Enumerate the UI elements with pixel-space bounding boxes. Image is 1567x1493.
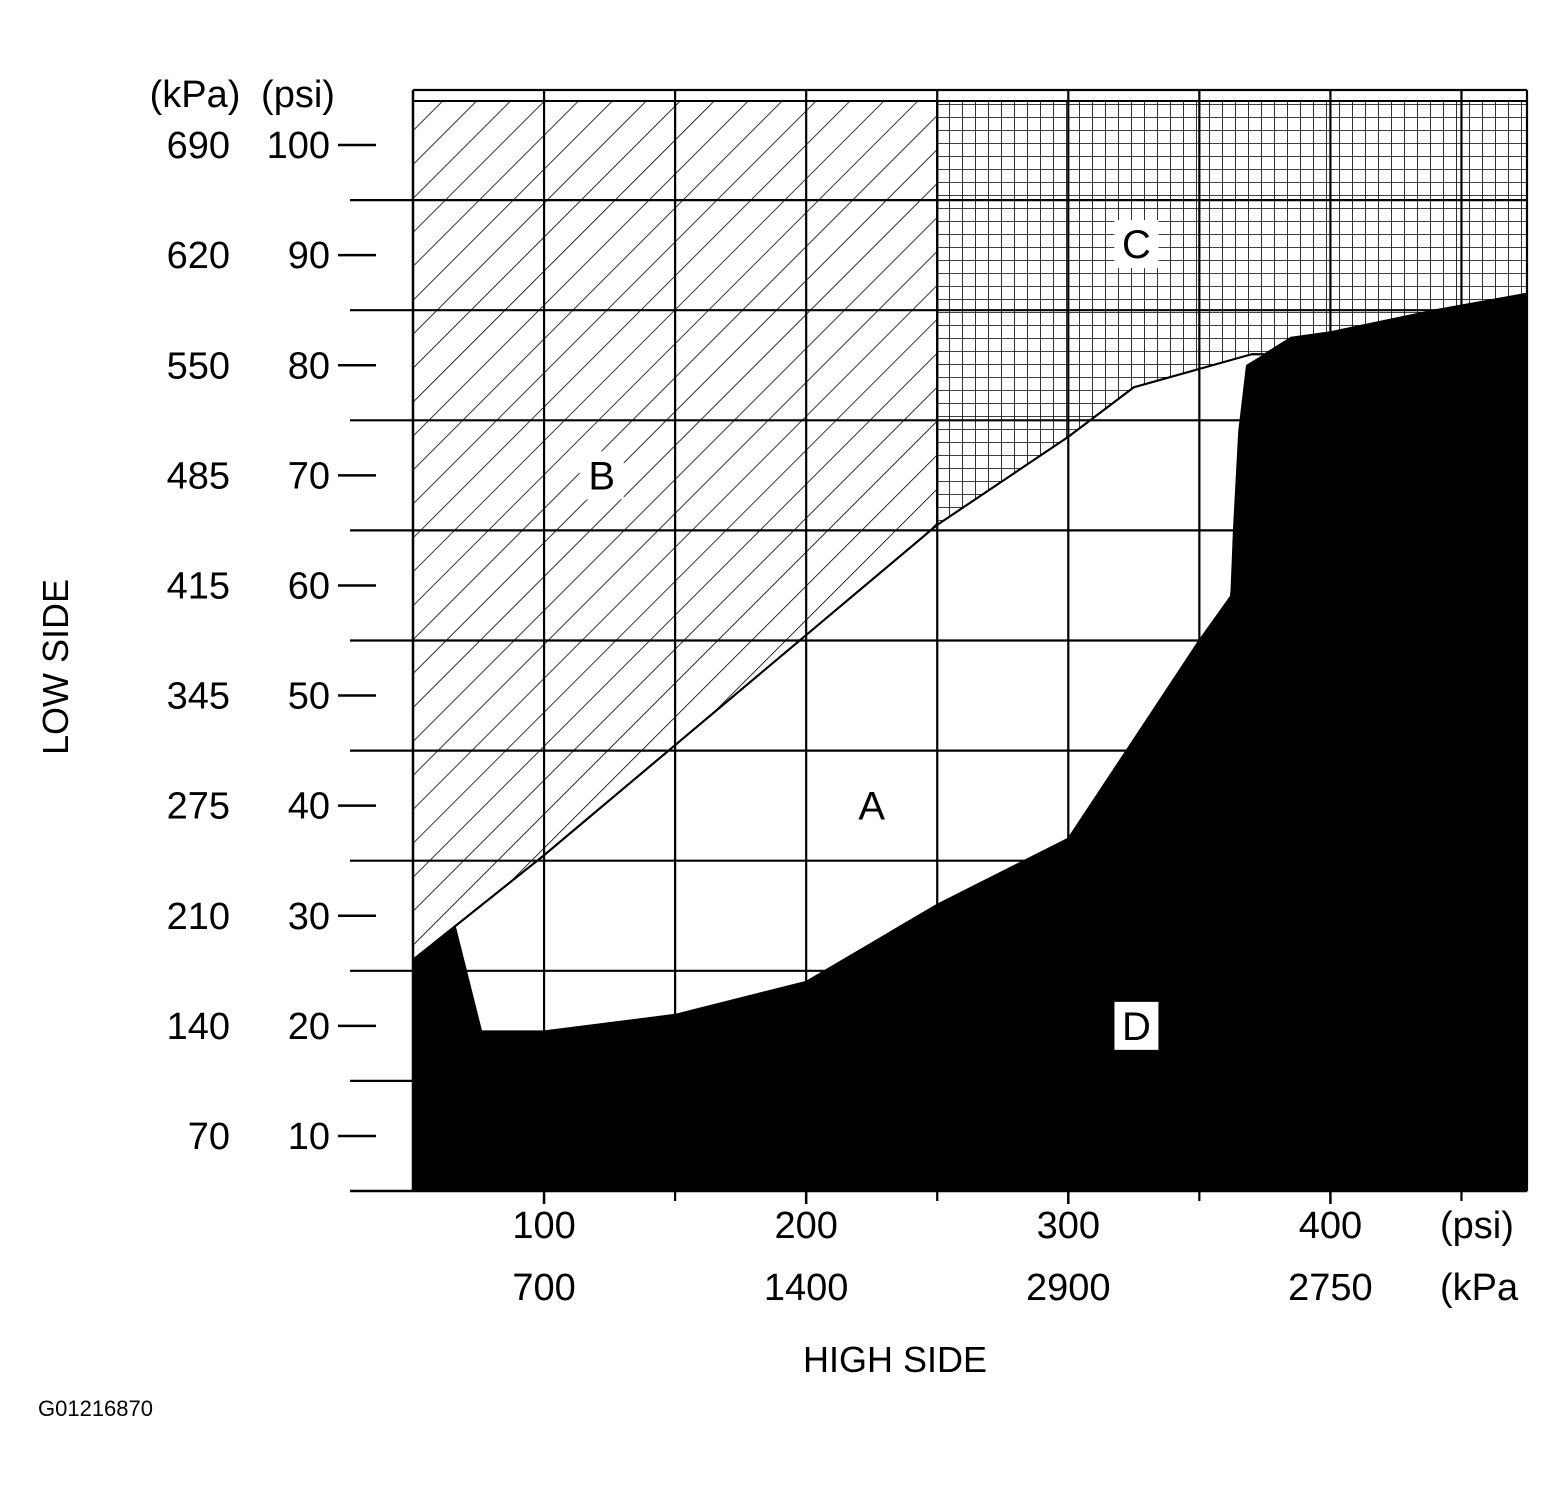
grid-layer (350, 90, 1527, 1191)
x-tick-kpa-label: 2900 (1026, 1267, 1111, 1309)
y-tick-psi-label: 50 (288, 676, 330, 718)
y-tick-psi-label: 70 (288, 455, 330, 497)
region-label-d: D (1122, 1005, 1151, 1049)
x-tick-kpa-label: 700 (512, 1267, 575, 1309)
y-tick-kpa-label: 485 (167, 455, 230, 497)
y-tick-psi-label: 80 (288, 345, 330, 387)
y-tick-kpa-label: 70 (188, 1116, 230, 1158)
y-tick-psi-label: 10 (288, 1116, 330, 1158)
x-tick-psi-label: 200 (774, 1205, 837, 1247)
y-tick-psi-label: 100 (267, 125, 330, 167)
x-unit-kpa-label: (kPa (1440, 1267, 1519, 1309)
y-tick-psi-label: 40 (288, 786, 330, 828)
x-tick-kpa-label: 2750 (1288, 1267, 1373, 1309)
y-tick-psi-label: 60 (288, 565, 330, 607)
y-tick-psi-label: 30 (288, 896, 330, 938)
region-label-a: A (858, 785, 885, 829)
axes-layer (338, 88, 1529, 1204)
region-d (412, 293, 1528, 1192)
region-label-backing (579, 451, 624, 500)
y-tick-kpa-label: 620 (167, 235, 230, 277)
figure-id: G01216870 (38, 1396, 153, 1421)
y-tick-kpa-label: 275 (167, 786, 230, 828)
x-tick-psi-label: 300 (1037, 1205, 1100, 1247)
labels-layer: 690 100 620 90 550 80 485 70 415 60 345 50 275 40 210 3… (167, 125, 1373, 1309)
x-axis-title: HIGH SIDE (803, 1339, 987, 1380)
y-unit-psi-label: (psi) (261, 74, 335, 116)
region-label-backing (1114, 1001, 1159, 1050)
y-unit-kpa-label: (kPa) (150, 74, 241, 116)
y-tick-kpa-label: 415 (167, 565, 230, 607)
y-tick-kpa-label: 550 (167, 345, 230, 387)
y-tick-kpa-label: 345 (167, 676, 230, 718)
y-axis-title: LOW SIDE (35, 579, 76, 755)
region-label-backing (1114, 220, 1159, 269)
y-tick-psi-label: 20 (288, 1006, 330, 1048)
y-tick-kpa-label: 210 (167, 896, 230, 938)
x-tick-psi-label: 400 (1299, 1205, 1362, 1247)
region-label-c: C (1122, 223, 1151, 267)
x-unit-psi-label: (psi) (1440, 1205, 1514, 1247)
x-tick-kpa-label: 1400 (764, 1267, 849, 1309)
regions-layer (412, 100, 1528, 1192)
region-label-b: B (588, 454, 615, 498)
x-tick-psi-label: 100 (512, 1205, 575, 1247)
y-tick-psi-label: 90 (288, 235, 330, 277)
y-tick-kpa-label: 690 (167, 125, 230, 167)
y-tick-kpa-label: 140 (167, 1006, 230, 1048)
